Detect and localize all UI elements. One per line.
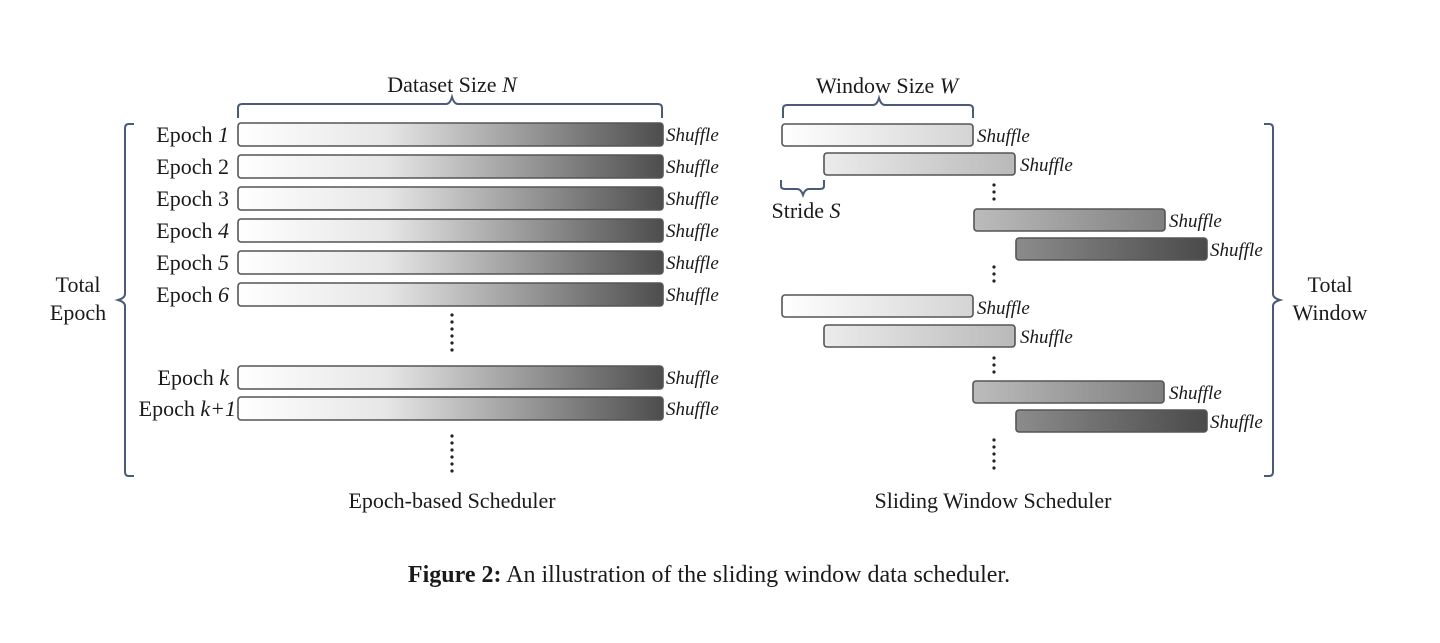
dataset-bar (237, 250, 664, 275)
dataset-bar (237, 154, 664, 179)
window-bar (973, 208, 1166, 232)
epoch-row: Epoch 2 Shuffle (156, 154, 718, 179)
window-size-brace (782, 94, 974, 118)
window-bar (972, 380, 1165, 404)
epoch-row: Epoch 6 Shuffle (156, 282, 718, 307)
shuffle-label: Shuffle (1020, 155, 1073, 176)
shuffle-label: Shuffle (666, 368, 719, 389)
stride-label: Stride S (771, 198, 840, 223)
shuffle-label: Shuffle (1169, 383, 1222, 404)
dataset-bar (237, 218, 664, 243)
epoch-label: Epoch k (158, 365, 231, 390)
total-window-line-1: Total (1308, 272, 1353, 297)
shuffle-label: Shuffle (1169, 211, 1222, 232)
sliding-scheduler-title: Sliding Window Scheduler (874, 488, 1112, 513)
shuffle-label: Shuffle (666, 221, 719, 242)
epoch-row: Epoch k+1 Shuffle (139, 396, 719, 421)
shuffle-label: Shuffle (1210, 240, 1263, 261)
dataset-bar (237, 396, 664, 421)
shuffle-label: Shuffle (1210, 412, 1263, 433)
vertical-ellipsis (992, 265, 996, 283)
total-epoch-line-2: Epoch (50, 300, 106, 325)
total-epoch-line-1: Total (56, 272, 101, 297)
epoch-row: Epoch 5 Shuffle (156, 250, 718, 275)
shuffle-label: Shuffle (666, 157, 719, 178)
epoch-based-panel: Dataset Size N Total Epoch Epoch 1 Shuff… (50, 72, 719, 513)
shuffle-label: Shuffle (666, 253, 719, 274)
vertical-ellipsis (450, 434, 454, 473)
stride-brace (780, 180, 825, 199)
caption-text: An illustration of the sliding window da… (506, 562, 1010, 588)
caption-label: Figure 2: (408, 562, 502, 588)
figure-caption: Figure 2: An illustration of the sliding… (408, 562, 1010, 588)
dataset-size-brace (237, 93, 663, 118)
vertical-ellipsis (992, 183, 996, 201)
window-bar (823, 152, 1016, 176)
total-epoch-brace (114, 123, 134, 477)
epoch-scheduler-title: Epoch-based Scheduler (348, 488, 556, 513)
dataset-size-label: Dataset Size N (387, 72, 518, 97)
epoch-row: Epoch 1 Shuffle (156, 122, 718, 147)
epoch-label: Epoch 6 (156, 282, 229, 307)
window-bar (781, 123, 974, 147)
dataset-bar (237, 186, 664, 211)
epoch-label: Epoch 2 (156, 154, 229, 179)
dataset-bar (237, 122, 664, 147)
window-bar (1015, 237, 1208, 261)
dataset-bar (237, 365, 664, 390)
window-bar (823, 324, 1016, 348)
shuffle-label: Shuffle (977, 126, 1030, 147)
window-bar (781, 294, 974, 318)
shuffle-label: Shuffle (977, 298, 1030, 319)
epoch-row: Epoch 4 Shuffle (156, 218, 718, 243)
epoch-label: Epoch k+1 (139, 396, 236, 421)
epoch-label: Epoch 3 (156, 186, 229, 211)
dataset-bar (237, 282, 664, 307)
vertical-ellipsis (450, 313, 454, 352)
total-window-line-2: Window (1293, 300, 1368, 325)
epoch-row: Epoch 3 Shuffle (156, 186, 718, 211)
shuffle-label: Shuffle (666, 125, 719, 146)
shuffle-label: Shuffle (666, 399, 719, 420)
epoch-label: Epoch 4 (156, 218, 229, 243)
window-bar (1015, 409, 1208, 433)
epoch-row: Epoch k Shuffle (158, 365, 719, 390)
vertical-ellipsis (992, 356, 996, 374)
sliding-window-panel: Window Size W Shuffle Shuffle Stride S S… (771, 73, 1367, 513)
epoch-label: Epoch 1 (156, 122, 229, 147)
shuffle-label: Shuffle (666, 189, 719, 210)
shuffle-label: Shuffle (666, 285, 719, 306)
window-size-label: Window Size W (816, 73, 960, 98)
total-window-brace (1264, 123, 1284, 477)
vertical-ellipsis (992, 438, 996, 470)
shuffle-label: Shuffle (1020, 327, 1073, 348)
epoch-label: Epoch 5 (156, 250, 229, 275)
